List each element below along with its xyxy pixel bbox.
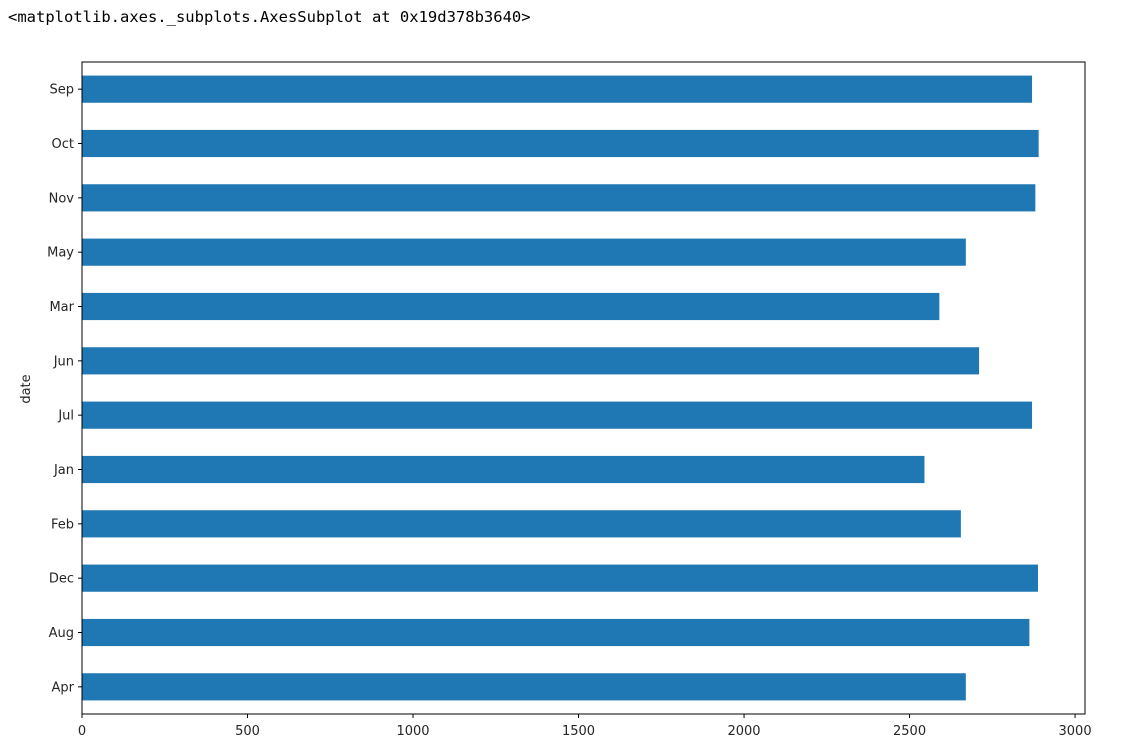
y-tick-label-sep: Sep bbox=[49, 83, 74, 98]
y-tick-label-may: May bbox=[47, 246, 74, 261]
bar-jan bbox=[82, 455, 925, 484]
y-tick-label-nov: Nov bbox=[49, 191, 75, 206]
y-tick-label-jul: Jul bbox=[57, 409, 74, 424]
x-tick-label-2500: 2500 bbox=[893, 724, 926, 739]
x-tick-label-500: 500 bbox=[235, 724, 260, 739]
y-tick-label-apr: Apr bbox=[52, 680, 75, 695]
cell-output-repr: <matplotlib.axes._subplots.AxesSubplot a… bbox=[8, 8, 531, 26]
y-tick-label-jan: Jan bbox=[53, 463, 74, 478]
y-tick-label-mar: Mar bbox=[49, 300, 74, 315]
plot-frame bbox=[81, 61, 1086, 715]
bar-jul bbox=[82, 401, 1033, 429]
y-ticks: Sep Oct Nov May Mar Jun Jul Jan Feb Dec Aug Apr bbox=[47, 83, 82, 695]
x-ticks: 0 500 1000 1500 2000 2500 3000 bbox=[78, 714, 1092, 739]
bars bbox=[82, 75, 1039, 701]
x-tick-label-2000: 2000 bbox=[727, 724, 760, 739]
y-axis-label: date bbox=[19, 374, 34, 403]
y-tick-label-dec: Dec bbox=[49, 572, 74, 587]
bar-oct bbox=[82, 129, 1039, 158]
bar-aug bbox=[82, 618, 1030, 647]
x-tick-label-3000: 3000 bbox=[1059, 724, 1092, 739]
y-tick-label-aug: Aug bbox=[49, 626, 74, 641]
bar-apr bbox=[82, 673, 966, 701]
bar-mar bbox=[82, 292, 940, 321]
x-tick-label-1000: 1000 bbox=[396, 724, 429, 739]
x-tick-label-1500: 1500 bbox=[562, 724, 595, 739]
bar-feb bbox=[82, 510, 961, 538]
bar-dec bbox=[82, 564, 1038, 592]
bar-jun bbox=[82, 347, 980, 375]
bar-sep bbox=[82, 75, 1033, 103]
bar-may bbox=[82, 238, 966, 266]
y-tick-label-feb: Feb bbox=[51, 517, 74, 532]
x-tick-label-0: 0 bbox=[78, 724, 86, 739]
y-tick-label-oct: Oct bbox=[52, 137, 74, 152]
bar-nov bbox=[82, 184, 1036, 212]
y-tick-label-jun: Jun bbox=[53, 354, 74, 369]
